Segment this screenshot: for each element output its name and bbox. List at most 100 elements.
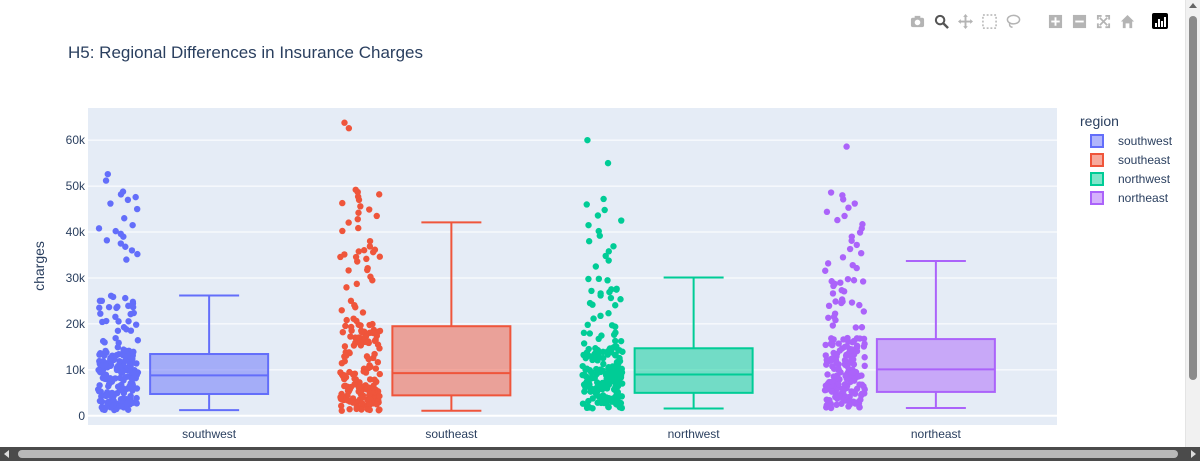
data-point: [824, 371, 831, 378]
data-point: [848, 346, 856, 353]
scroll-up-icon[interactable]: [1189, 3, 1197, 8]
data-point: [605, 257, 612, 264]
zoom-out-button[interactable]: [1070, 12, 1088, 30]
data-point: [861, 354, 868, 361]
data-point: [858, 390, 865, 398]
data-point: [124, 399, 131, 406]
data-point: [376, 253, 383, 260]
data-point: [822, 267, 829, 274]
data-point: [602, 252, 609, 260]
box-iqr[interactable]: [875, 338, 996, 393]
data-point: [595, 335, 602, 343]
data-point: [351, 301, 358, 309]
box-iqr[interactable]: [633, 347, 754, 394]
zoom-button[interactable]: [932, 12, 950, 30]
data-point: [846, 401, 853, 408]
data-point: [597, 366, 604, 373]
data-point: [119, 188, 127, 195]
data-point: [113, 304, 120, 312]
data-point: [343, 284, 350, 291]
legend-item-southeast[interactable]: southeast: [1090, 153, 1171, 167]
scroll-right-icon[interactable]: [1191, 450, 1196, 458]
data-point: [827, 340, 835, 347]
data-point: [366, 406, 373, 414]
data-point: [825, 302, 833, 310]
data-point: [371, 246, 379, 253]
data-point: [95, 225, 103, 232]
legend-item-northwest[interactable]: northwest: [1090, 172, 1171, 186]
autoscale-button[interactable]: [1094, 12, 1112, 30]
data-point: [366, 237, 374, 245]
reset-axes-button[interactable]: [1118, 12, 1136, 30]
data-point: [372, 365, 380, 372]
data-point: [612, 329, 619, 336]
box-select-button[interactable]: [980, 12, 998, 30]
data-point: [839, 254, 847, 261]
data-point: [856, 301, 863, 309]
chart: 0 10k 20k 30k 40k 50k 60k southwest southeast no…: [31, 43, 1173, 441]
data-point: [352, 339, 359, 346]
x-tick-label: northeast: [911, 427, 962, 441]
legend-item-northeast[interactable]: northeast: [1090, 191, 1169, 205]
data-point: [376, 370, 383, 378]
data-point: [830, 365, 838, 372]
data-point: [595, 275, 603, 283]
x-tick-label: northwest: [668, 427, 721, 441]
data-point: [124, 196, 132, 204]
legend-label: northwest: [1118, 172, 1171, 186]
legend-swatch: [1090, 191, 1104, 205]
data-point: [848, 299, 856, 306]
data-point: [341, 358, 348, 365]
data-point: [353, 280, 360, 288]
data-point: [585, 397, 592, 405]
data-point: [376, 392, 383, 400]
data-point: [355, 334, 362, 341]
data-point: [839, 385, 847, 392]
home-icon: [1120, 14, 1135, 29]
data-point: [347, 297, 355, 305]
data-point: [583, 201, 590, 208]
box-iqr[interactable]: [391, 325, 512, 397]
data-point: [365, 338, 372, 345]
data-point: [833, 401, 840, 408]
data-point: [97, 310, 104, 317]
data-point: [842, 372, 849, 380]
legend-item-southwest[interactable]: southwest: [1090, 134, 1173, 148]
lasso-select-button[interactable]: [1004, 12, 1022, 30]
lasso-select-icon: [1006, 14, 1021, 29]
plotly-logo-icon[interactable]: [1152, 13, 1168, 29]
data-point: [838, 287, 845, 294]
data-point: [344, 397, 351, 404]
zoom-in-button[interactable]: [1046, 12, 1064, 30]
data-point: [580, 329, 588, 337]
box-iqr[interactable]: [149, 353, 270, 395]
data-point: [107, 354, 114, 362]
box-trace-southwest[interactable]: [94, 170, 270, 414]
data-point: [95, 388, 103, 395]
box-trace-southeast[interactable]: [337, 119, 512, 414]
data-point: [133, 360, 140, 367]
horizontal-scrollbar[interactable]: [0, 447, 1200, 461]
horizontal-scroll-thumb[interactable]: [18, 450, 1178, 458]
data-point: [860, 335, 868, 342]
zoom-icon: [934, 14, 949, 29]
data-point: [857, 249, 865, 257]
data-point: [615, 357, 623, 364]
data-point: [132, 193, 139, 201]
box-trace-northwest[interactable]: [579, 136, 754, 412]
data-point: [584, 403, 592, 410]
data-point: [102, 177, 110, 184]
data-point: [826, 396, 833, 404]
box-trace-northeast[interactable]: [821, 143, 996, 412]
download-plot-button[interactable]: [908, 12, 926, 30]
data-point: [366, 401, 374, 408]
y-tick-label: 10k: [66, 363, 86, 377]
vertical-scroll-thumb[interactable]: [1189, 16, 1197, 380]
legend-label: southeast: [1118, 153, 1171, 167]
data-point: [855, 372, 862, 380]
data-point: [133, 394, 140, 402]
data-point: [373, 378, 380, 386]
scroll-left-icon[interactable]: [4, 450, 9, 458]
vertical-scrollbar[interactable]: [1185, 0, 1200, 447]
pan-button[interactable]: [956, 12, 974, 30]
